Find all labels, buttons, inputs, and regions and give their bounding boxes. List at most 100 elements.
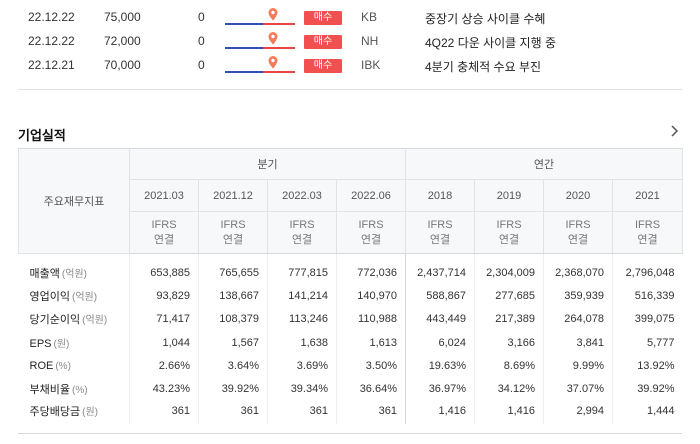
metric-value: 110,988 xyxy=(336,307,406,332)
report-title-link[interactable]: 4Q22 다운 사이클 지행 중 xyxy=(425,36,557,50)
section-divider xyxy=(18,89,682,90)
metric-value: 777,815 xyxy=(267,253,337,285)
metric-value: 443,449 xyxy=(405,307,475,332)
metric-value: 217,389 xyxy=(474,307,544,332)
report-row[interactable]: 22.12.22 75,000 0 매수 KB 중장기 상승 사이클 수혜 xyxy=(18,4,682,28)
metric-value: 108,379 xyxy=(198,307,268,332)
basis-scope: 연결 xyxy=(222,233,244,246)
opinion-badge: 매수 xyxy=(304,11,342,25)
basis-scope: 연결 xyxy=(637,233,658,246)
metric-value: 5,777 xyxy=(612,331,683,355)
report-row[interactable]: 22.12.22 72,000 0 매수 NH 4Q22 다운 사이클 지행 중 xyxy=(18,28,682,52)
metric-value: 264,078 xyxy=(543,307,613,332)
metric-name: 영업이익 xyxy=(29,291,70,304)
basis-scope: 연결 xyxy=(360,233,382,246)
table-bottom-border xyxy=(18,433,682,434)
metric-value: 361 xyxy=(129,400,199,425)
metric-value: 9.99% xyxy=(543,354,613,378)
section-title: 기업실적 xyxy=(18,128,66,143)
metric-unit: (%) xyxy=(55,361,71,373)
metric-value: 39.92% xyxy=(198,377,268,401)
basis-standard: IFRS xyxy=(565,218,591,231)
quarterly-header: 분기 xyxy=(129,148,406,180)
target-price-graph-icon xyxy=(225,8,295,25)
metric-label: EPS (원) xyxy=(19,331,130,354)
target-price-graph-icon xyxy=(225,32,295,49)
opinion-badge: 매수 xyxy=(304,35,342,49)
metric-value: 399,075 xyxy=(612,307,683,332)
metric-value: 2.66% xyxy=(129,354,199,378)
table-row: 영업이익 (억원) 93,829 138,667 141,214 140,970 588,8… xyxy=(19,284,683,308)
metric-name: 매출액 xyxy=(29,268,60,281)
report-title-link[interactable]: 4분기 충체적 수요 부진 xyxy=(425,60,542,74)
basis-standard: IFRS xyxy=(151,218,177,231)
metric-value: 36.64% xyxy=(336,377,406,401)
metric-label: 부채비율 (%) xyxy=(19,378,130,401)
annual-header: 연간 xyxy=(405,148,683,180)
target-price-graph-icon xyxy=(225,56,295,73)
accounting-basis-header: IFRS 연결 xyxy=(336,211,406,254)
table-row: 부채비율 (%) 43.23% 39.92% 39.34% 36.64% 36.97% 34.… xyxy=(19,377,683,401)
metric-value: 2,994 xyxy=(543,400,613,425)
metric-value: 39.34% xyxy=(267,377,337,401)
analyst-report-list: 22.12.22 75,000 0 매수 KB 중장기 상승 사이클 수혜 22… xyxy=(18,4,682,76)
metric-value: 39.92% xyxy=(612,377,683,401)
metric-value: 1,416 xyxy=(405,400,475,425)
basis-scope: 연결 xyxy=(153,233,175,246)
metric-label: 당기순이익 (억원) xyxy=(19,308,130,331)
target-price: 72,000 xyxy=(104,34,141,48)
accounting-basis-header: IFRS 연결 xyxy=(543,211,613,254)
accounting-basis-header: IFRS 연결 xyxy=(474,211,544,254)
table-row: ROE (%) 2.66% 3.64% 3.69% 3.50% 19.63% 8.69% 9.9… xyxy=(19,354,683,378)
metric-value: 2,368,070 xyxy=(543,253,613,285)
financial-performance-table: 주요재무지표 분기 연간 2021.03 2021.12 2022.03 202… xyxy=(18,148,683,425)
metric-unit: (원) xyxy=(53,339,70,351)
basis-scope: 연결 xyxy=(429,233,451,246)
metric-value: 36.97% xyxy=(405,377,475,401)
basis-standard: IFRS xyxy=(358,218,384,231)
chevron-right-icon[interactable] xyxy=(668,123,682,139)
report-date: 22.12.22 xyxy=(28,34,75,48)
metric-value: 765,655 xyxy=(198,253,268,285)
period-header: 2022.06 xyxy=(336,179,406,212)
basis-scope: 연결 xyxy=(291,233,313,246)
period-header: 2021 xyxy=(612,179,683,212)
metric-label: 주당배당금 (원) xyxy=(19,401,130,424)
table-row: 매출액 (억원) 653,885 765,655 777,815 772,036 2,437… xyxy=(19,253,683,285)
report-row[interactable]: 22.12.21 70,000 0 매수 IBK 4분기 충체적 수요 부진 xyxy=(18,52,682,76)
metric-value: 1,613 xyxy=(336,331,406,355)
metric-label: 영업이익 (억원) xyxy=(19,285,130,308)
table-row: 당기순이익 (억원) 71,417 108,379 113,246 110,988 443,… xyxy=(19,307,683,332)
price-change: 0 xyxy=(198,10,205,24)
metric-value: 361 xyxy=(267,400,337,425)
metric-value: 43.23% xyxy=(129,377,199,401)
metric-value: 1,416 xyxy=(474,400,544,425)
metric-value: 8.69% xyxy=(474,354,544,378)
metric-value: 588,867 xyxy=(405,284,475,308)
metric-label: ROE (%) xyxy=(19,354,130,377)
metric-value: 277,685 xyxy=(474,284,544,308)
broker-name: KB xyxy=(361,10,378,24)
metric-value: 1,567 xyxy=(198,331,268,355)
metric-value: 3.69% xyxy=(267,354,337,378)
metric-value: 3.64% xyxy=(198,354,268,378)
report-title-link[interactable]: 중장기 상승 사이클 수혜 xyxy=(425,12,546,26)
basis-standard: IFRS xyxy=(634,218,661,231)
metric-label: 매출액 (억원) xyxy=(19,254,130,285)
period-header: 2021.03 xyxy=(129,179,199,212)
metric-value: 2,304,009 xyxy=(474,253,544,285)
accounting-basis-header: IFRS 연결 xyxy=(405,211,475,254)
metric-unit: (%) xyxy=(71,385,88,397)
basis-standard: IFRS xyxy=(289,218,315,231)
price-change: 0 xyxy=(198,34,205,48)
metric-value: 3,841 xyxy=(543,331,613,355)
table-row: EPS (원) 1,044 1,567 1,638 1,613 6,024 3,166 3,84… xyxy=(19,331,683,355)
basis-standard: IFRS xyxy=(496,218,522,231)
metric-name: 당기순이익 xyxy=(29,314,81,327)
metric-value: 516,339 xyxy=(612,284,683,308)
metric-value: 113,246 xyxy=(267,307,337,332)
period-header: 2022.03 xyxy=(267,179,337,212)
accounting-basis-header: IFRS 연결 xyxy=(198,211,268,254)
accounting-basis-header: IFRS 연결 xyxy=(612,211,683,254)
accounting-basis-header: IFRS 연결 xyxy=(129,211,199,254)
